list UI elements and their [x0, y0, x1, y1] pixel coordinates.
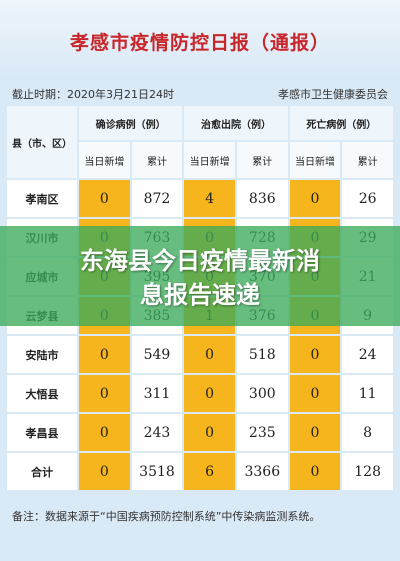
value-cell: 0: [289, 414, 341, 451]
region-cell: 孝昌县: [7, 414, 77, 451]
value-cell: 836: [236, 180, 288, 217]
value-cell: 0: [79, 375, 130, 412]
overlay-title: 东海县今日疫情最新消息报告速递: [80, 247, 320, 309]
value-cell: 3518: [131, 453, 183, 490]
data-row: 安陆市 0 549 0 518 0 24: [7, 336, 393, 373]
value-cell: 0: [184, 414, 235, 451]
group-header: 确诊病例（例）: [79, 106, 183, 140]
value-cell: 0: [289, 336, 341, 373]
value-cell: 518: [236, 336, 288, 373]
data-row: 大悟县 0 311 0 300 0 11: [7, 375, 393, 412]
value-cell: 300: [236, 375, 288, 412]
value-cell: 11: [342, 375, 393, 412]
header-row: 县（市、区） 确诊病例（例） 治愈出院（例） 死亡病例（例）: [7, 106, 393, 178]
value-cell: 0: [184, 375, 235, 412]
footer-note: 备注：数据来源于“中国疾病预防控制系统”中传染病监测系统。: [12, 510, 321, 523]
sub-header: 当日新增: [184, 142, 235, 178]
value-cell: 0: [289, 453, 341, 490]
value-cell: 0: [79, 336, 130, 373]
value-cell: 0: [79, 453, 130, 490]
region-cell: 合计: [7, 453, 77, 490]
value-cell: 243: [131, 414, 183, 451]
value-cell: 311: [131, 375, 183, 412]
value-cell: 4: [184, 180, 235, 217]
value-cell: 26: [342, 180, 393, 217]
value-cell: 0: [289, 180, 341, 217]
region-header: 县（市、区）: [7, 106, 77, 178]
sub-header: 累计: [131, 142, 183, 178]
banner: [0, 0, 400, 78]
value-cell: 235: [236, 414, 288, 451]
value-cell: 0: [184, 336, 235, 373]
value-cell: 872: [131, 180, 183, 217]
sub-header: 当日新增: [79, 142, 130, 178]
date: 截止时期：2020年3月21日24时: [12, 88, 174, 101]
value-cell: 8: [342, 414, 393, 451]
value-cell: 6: [184, 453, 235, 490]
group-header: 治愈出院（例）: [184, 106, 288, 140]
value-cell: 549: [131, 336, 183, 373]
value-cell: 0: [79, 414, 130, 451]
group-header: 死亡病例（例）: [289, 106, 393, 140]
data-row: 孝南区 0 872 4 836 0 26: [7, 180, 393, 217]
value-cell: 3366: [236, 453, 288, 490]
subheader-row: 当日新增 累计 当日新增 累计 当日新增 累计: [7, 142, 393, 178]
region-cell: 孝南区: [7, 180, 77, 217]
title: 孝感市疫情防控日报（通报）: [69, 32, 330, 54]
sub-header: 累计: [342, 142, 393, 178]
data-row: 孝昌县 0 243 0 235 0 8: [7, 414, 393, 451]
issuer: 孝感市卫生健康委员会: [278, 88, 388, 101]
value-cell: 24: [342, 336, 393, 373]
sub-header: 累计: [236, 142, 288, 178]
region-cell: 大悟县: [7, 375, 77, 412]
value-cell: 0: [79, 180, 130, 217]
value-cell: 0: [289, 375, 341, 412]
data-row: 合计 0 3518 6 3366 0 128: [7, 453, 393, 490]
overlay-band: 东海县今日疫情最新消息报告速递: [0, 226, 400, 326]
sub-header: 当日新增: [289, 142, 341, 178]
region-cell: 安陆市: [7, 336, 77, 373]
value-cell: 128: [342, 453, 393, 490]
